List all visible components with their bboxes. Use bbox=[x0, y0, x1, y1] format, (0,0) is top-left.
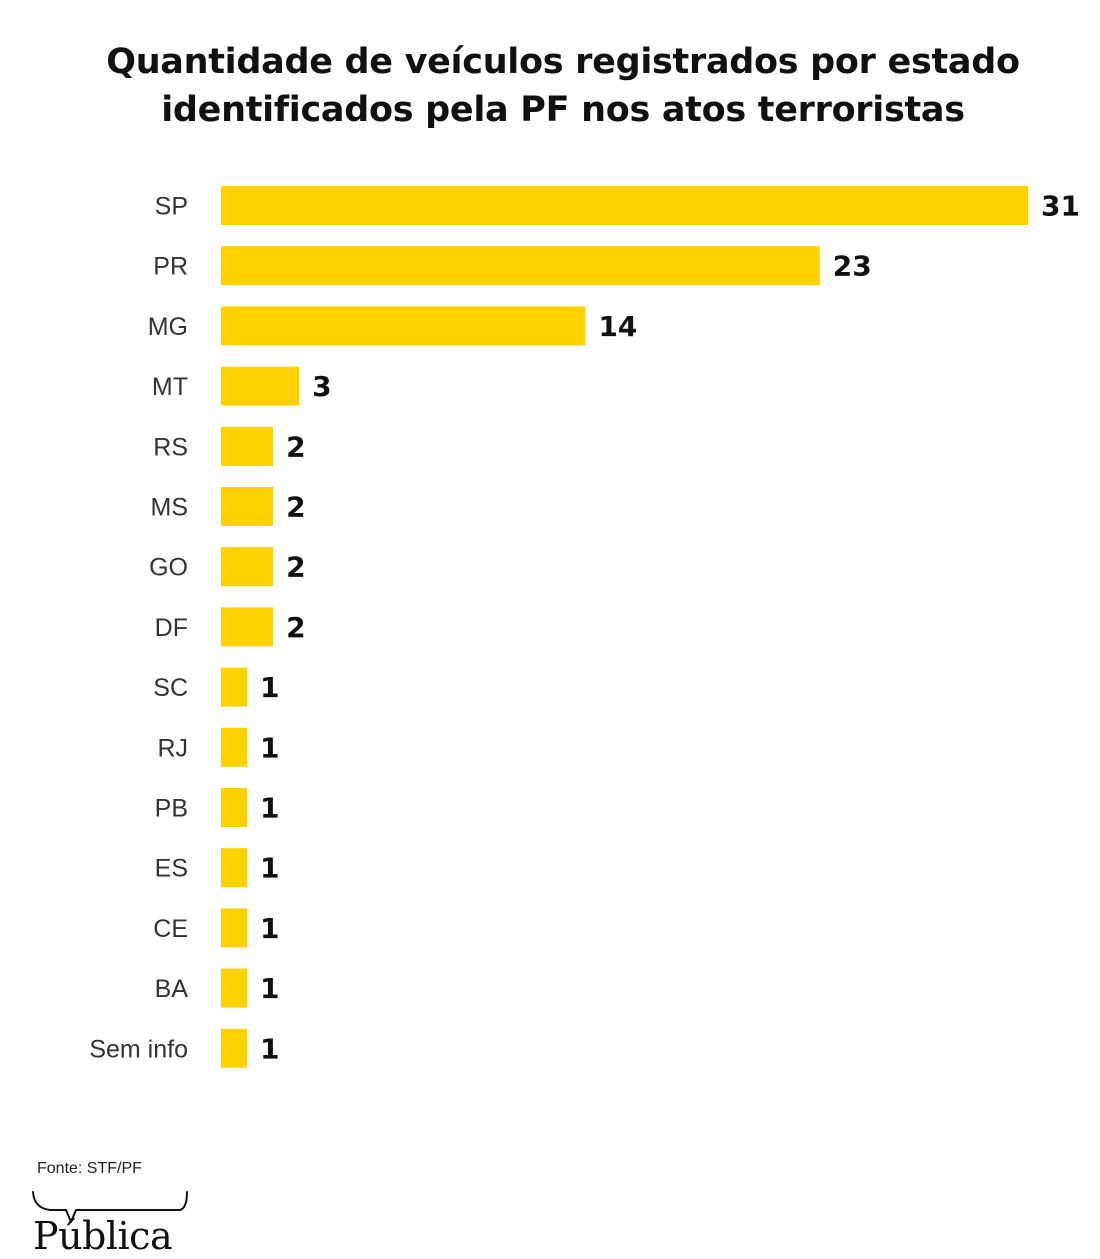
bar-es bbox=[221, 848, 248, 888]
value-label: 2 bbox=[286, 491, 305, 524]
category-label: DF bbox=[155, 614, 188, 642]
category-label: PB bbox=[155, 795, 188, 823]
value-label: 1 bbox=[260, 852, 279, 885]
category-label: BA bbox=[155, 975, 189, 1003]
category-label: CE bbox=[153, 915, 188, 943]
value-label: 1 bbox=[260, 1032, 279, 1065]
bar-mt bbox=[221, 366, 300, 406]
category-label: GO bbox=[149, 554, 188, 582]
chart-title-line-2: identificados pela PF nos atos terrorist… bbox=[161, 90, 965, 130]
category-label: MG bbox=[148, 313, 188, 341]
category-label: MT bbox=[152, 373, 188, 401]
bar-ba bbox=[221, 968, 248, 1008]
value-label: 2 bbox=[286, 611, 305, 644]
category-label: PR bbox=[153, 253, 188, 281]
value-label: 31 bbox=[1041, 190, 1080, 223]
value-label: 1 bbox=[260, 972, 279, 1005]
bar-sc bbox=[221, 667, 248, 707]
bar-pr bbox=[221, 246, 820, 286]
bar-rs bbox=[221, 426, 274, 466]
value-label: 1 bbox=[260, 731, 279, 764]
chart-title-line-1: Quantidade de veículos registrados por e… bbox=[106, 42, 1020, 82]
value-label: 2 bbox=[286, 551, 305, 584]
bars-group: SP 31 PR 23 MG 14 MT 3 RS 2 MS 2 GO 2 DF 2 SC 1 RJ 1 PB 1 ES 1 C… bbox=[89, 186, 1080, 1068]
bar-ce bbox=[221, 908, 248, 948]
bar-df bbox=[221, 607, 274, 647]
bar-go bbox=[221, 547, 274, 587]
bar-ms bbox=[221, 487, 274, 526]
value-label: 3 bbox=[312, 370, 331, 403]
logo-text: Pública bbox=[33, 1214, 173, 1258]
logo-speech-bracket-icon bbox=[32, 1191, 188, 1223]
category-label: Sem info bbox=[89, 1035, 188, 1063]
category-label: RS bbox=[153, 433, 188, 461]
value-label: 14 bbox=[598, 310, 637, 343]
category-label: ES bbox=[155, 855, 188, 883]
bar-pb bbox=[221, 788, 248, 827]
bar-chart: SP 31 PR 23 MG 14 MT 3 RS 2 MS 2 GO 2 DF 2 SC 1 RJ 1 PB 1 ES 1 C… bbox=[89, 186, 1080, 1068]
bar-sp bbox=[221, 186, 1028, 225]
value-label: 2 bbox=[286, 430, 305, 463]
source-note: Fonte: STF/PF bbox=[37, 1160, 142, 1177]
category-label: SC bbox=[153, 674, 188, 702]
category-label: MS bbox=[151, 494, 189, 522]
bar-sem-info bbox=[221, 1028, 248, 1068]
value-label: 23 bbox=[833, 250, 872, 283]
category-label: SP bbox=[155, 193, 188, 221]
bar-rj bbox=[221, 727, 248, 767]
chart-title: Quantidade de veículos registrados por e… bbox=[0, 38, 1100, 134]
category-label: RJ bbox=[157, 734, 188, 762]
publica-logo: Pública bbox=[30, 1186, 200, 1259]
bar-mg bbox=[221, 306, 586, 346]
value-label: 1 bbox=[260, 792, 279, 825]
value-label: 1 bbox=[260, 912, 279, 945]
value-label: 1 bbox=[260, 671, 279, 704]
